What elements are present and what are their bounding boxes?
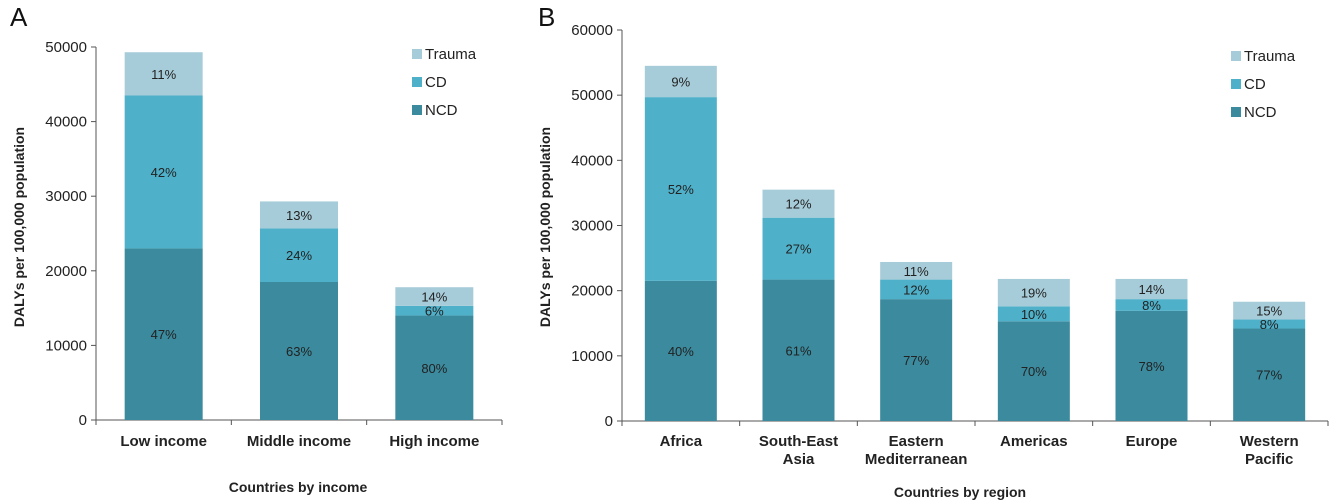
panel-a-bar-trauma-0 xyxy=(124,52,203,96)
panel-a-category-label: Low income xyxy=(120,433,207,450)
panel-b-legend-swatch-ncd xyxy=(1231,107,1241,117)
panel-a-data-label: 42% xyxy=(151,165,177,180)
panel-a-bar-cd-0 xyxy=(124,95,203,249)
panel-b-data-label: 10% xyxy=(1021,307,1047,322)
panel-b-y-tick-label: 10000 xyxy=(571,348,613,365)
panel-a-y-tick-label: 20000 xyxy=(45,263,87,280)
panel-b-bar-cd-1 xyxy=(762,217,835,280)
panel-a-legend-label-trauma: Trauma xyxy=(425,46,477,63)
panel-b-category-label: Americas xyxy=(1000,433,1068,450)
panel-a-legend-swatch-ncd xyxy=(412,105,422,115)
panel-b-data-label: 61% xyxy=(785,343,811,358)
panel-b-y-tick-label: 0 xyxy=(605,413,613,430)
panel-b-data-label: 40% xyxy=(668,344,694,359)
panel-a-legend-swatch-trauma xyxy=(412,49,422,59)
panel-b-category-label: Africa xyxy=(660,433,703,450)
panel-b-y-tick-label: 50000 xyxy=(571,87,613,104)
panel-a-data-label: 13% xyxy=(286,208,312,223)
panel-a-bar-cd-2 xyxy=(395,305,474,316)
panel-b-bar-ncd-1 xyxy=(762,279,835,421)
panel-b-category-label: Europe xyxy=(1126,433,1178,450)
panel-b-bar-ncd-3 xyxy=(997,321,1070,421)
panel-b-data-label: 8% xyxy=(1142,298,1161,313)
panel-b-bar-cd-2 xyxy=(880,279,953,300)
panel-b-bar-cd-5 xyxy=(1233,319,1306,329)
panel-b-y-tick-label: 40000 xyxy=(571,152,613,169)
panel-b-category-label: Western Pacific xyxy=(1240,433,1299,468)
panel-a-y-axis-title: DALYs per 100,000 population xyxy=(11,127,27,327)
panel-a-bar-cd-1 xyxy=(260,228,338,282)
panel-b-bar-cd-3 xyxy=(997,306,1070,322)
panel-b-data-label: 12% xyxy=(903,282,929,297)
panel-b-letter: B xyxy=(538,2,555,32)
panel-a-legend-swatch-cd xyxy=(412,77,422,87)
panel-b-legend-label-trauma: Trauma xyxy=(1244,48,1296,65)
panel-a-chart: A DALYs per 100,000 population Countries… xyxy=(10,2,503,495)
panel-b-data-label: 70% xyxy=(1021,364,1047,379)
panel-b-data-label: 15% xyxy=(1256,304,1282,319)
panel-b-bar-trauma-1 xyxy=(762,189,835,218)
panel-b-category-label: South-East Asia xyxy=(759,433,838,468)
panel-a-bar-ncd-1 xyxy=(260,281,338,420)
panel-b-legend-label-cd: CD xyxy=(1244,76,1266,93)
panel-a-x-axis-title: Countries by income xyxy=(229,479,368,495)
panel-b-y-tick-label: 30000 xyxy=(571,218,613,235)
panel-b-data-label: 19% xyxy=(1021,286,1047,301)
panel-a-category-label: High income xyxy=(389,433,479,450)
panel-b-category-label: Eastern Mediterranean xyxy=(865,433,968,468)
panel-a-y-tick-label: 40000 xyxy=(45,114,87,131)
panel-b-bar-ncd-5 xyxy=(1233,328,1306,421)
panel-b-data-label: 11% xyxy=(904,264,929,279)
panel-a-data-label: 11% xyxy=(151,67,176,82)
panel-b-data-label: 78% xyxy=(1138,359,1164,374)
panel-b-chart: B DALYs per 100,000 population Countries… xyxy=(537,2,1329,500)
panel-b-bar-cd-4 xyxy=(1115,299,1188,311)
panel-b-bar-trauma-4 xyxy=(1115,278,1188,300)
panel-a-y-tick-label: 10000 xyxy=(45,337,87,354)
panel-b-data-label: 27% xyxy=(785,242,811,257)
panel-a-bar-trauma-2 xyxy=(395,287,474,306)
panel-b-bar-ncd-0 xyxy=(644,280,717,421)
panel-b-bar-ncd-2 xyxy=(880,299,953,421)
panel-b-y-axis-title: DALYs per 100,000 population xyxy=(537,127,553,327)
panel-b-x-axis-title: Countries by region xyxy=(894,484,1026,500)
panel-b-data-label: 77% xyxy=(1256,368,1282,383)
panel-b-legend-label-ncd: NCD xyxy=(1244,104,1277,121)
panel-a-data-label: 47% xyxy=(151,327,177,342)
panel-a-data-label: 6% xyxy=(425,304,444,319)
panel-b-y-tick-label: 60000 xyxy=(571,22,613,39)
panel-b-bar-ncd-4 xyxy=(1115,310,1188,421)
panel-a-data-label: 24% xyxy=(286,248,312,263)
panel-b-bar-trauma-2 xyxy=(880,261,953,280)
panel-a-data-label: 63% xyxy=(286,344,312,359)
panel-b-bar-cd-0 xyxy=(644,97,717,281)
panel-b-legend-swatch-cd xyxy=(1231,79,1241,89)
panel-a-y-tick-label: 30000 xyxy=(45,188,87,205)
panel-a-legend-label-ncd: NCD xyxy=(425,102,458,119)
panel-b-data-label: 9% xyxy=(671,74,690,89)
panel-a-y-tick-label: 50000 xyxy=(45,39,87,56)
panel-b-y-tick-label: 20000 xyxy=(571,283,613,300)
panel-b-legend-swatch-trauma xyxy=(1231,51,1241,61)
panel-b-data-label: 14% xyxy=(1138,282,1164,297)
panel-b-bar-trauma-0 xyxy=(644,65,717,98)
panel-a-data-label: 14% xyxy=(421,290,447,305)
panel-b-data-label: 52% xyxy=(668,182,694,197)
panel-a-y-tick-label: 0 xyxy=(79,412,87,429)
panel-b-data-label: 77% xyxy=(903,353,929,368)
panel-a-category-label: Middle income xyxy=(247,433,351,450)
panel-b-bar-trauma-5 xyxy=(1233,301,1306,320)
panel-a-letter: A xyxy=(10,2,28,32)
panel-b-data-label: 8% xyxy=(1260,317,1279,332)
panel-a-legend-label-cd: CD xyxy=(425,74,447,91)
panel-a-bar-ncd-0 xyxy=(124,248,203,420)
panel-b-data-label: 12% xyxy=(785,197,811,212)
panel-b-bar-trauma-3 xyxy=(997,278,1070,307)
panel-a-data-label: 80% xyxy=(421,361,447,376)
panel-a-bar-ncd-2 xyxy=(395,315,474,420)
panel-a-bar-trauma-1 xyxy=(260,201,338,229)
